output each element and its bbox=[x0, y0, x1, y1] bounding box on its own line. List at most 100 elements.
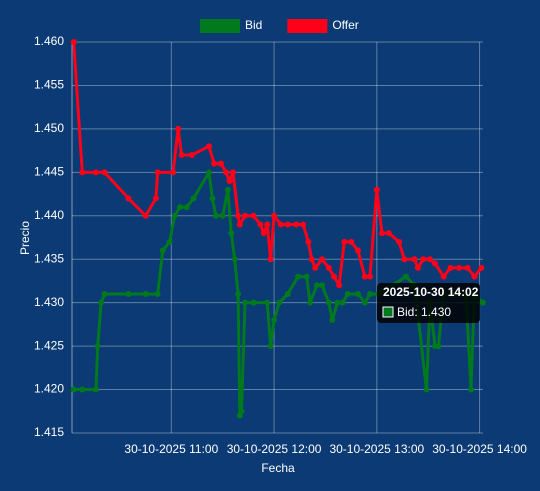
point bbox=[305, 238, 312, 245]
point bbox=[183, 204, 190, 211]
point bbox=[166, 238, 173, 245]
point bbox=[92, 386, 99, 393]
point bbox=[98, 299, 105, 306]
point bbox=[219, 212, 226, 219]
y-tick-label: 1.460 bbox=[34, 34, 64, 48]
point bbox=[348, 238, 355, 245]
point bbox=[271, 317, 278, 324]
point bbox=[271, 212, 278, 219]
point bbox=[235, 290, 242, 297]
point bbox=[142, 290, 149, 297]
tooltip-swatch bbox=[382, 306, 394, 318]
point bbox=[303, 273, 310, 280]
point bbox=[241, 299, 248, 306]
x-tick-label: 30-10-2025 12:00 bbox=[227, 442, 322, 456]
point bbox=[411, 256, 418, 263]
y-tick-label: 1.440 bbox=[34, 208, 64, 222]
point bbox=[142, 212, 149, 219]
point bbox=[79, 169, 86, 176]
point bbox=[188, 151, 195, 158]
point bbox=[331, 273, 338, 280]
point bbox=[354, 290, 361, 297]
point bbox=[267, 343, 274, 350]
point bbox=[101, 290, 108, 297]
point bbox=[344, 290, 351, 297]
point bbox=[264, 221, 271, 228]
point bbox=[79, 386, 86, 393]
x-axis-title: Fecha bbox=[261, 461, 295, 475]
y-tick-label: 1.445 bbox=[34, 165, 64, 179]
point bbox=[226, 178, 233, 185]
point bbox=[325, 299, 332, 306]
point bbox=[420, 256, 427, 263]
point bbox=[206, 143, 212, 150]
point bbox=[339, 299, 346, 306]
point bbox=[154, 169, 161, 176]
point bbox=[464, 264, 471, 271]
point bbox=[341, 238, 348, 245]
x-tick-label: 30-10-2025 11:00 bbox=[124, 442, 218, 456]
point bbox=[300, 221, 307, 228]
point bbox=[366, 290, 373, 297]
point bbox=[480, 299, 486, 306]
point bbox=[312, 264, 319, 271]
point bbox=[361, 299, 368, 306]
point bbox=[231, 256, 238, 263]
point bbox=[284, 221, 291, 228]
point bbox=[229, 169, 236, 176]
point bbox=[423, 386, 430, 393]
point bbox=[224, 186, 231, 193]
tooltip-label: Bid: 1.430 bbox=[397, 305, 451, 319]
point bbox=[295, 273, 302, 280]
point bbox=[385, 230, 392, 237]
point bbox=[250, 212, 257, 219]
legend-swatch bbox=[287, 19, 328, 33]
point bbox=[125, 290, 132, 297]
y-axis-title: Precio bbox=[18, 221, 32, 255]
point bbox=[401, 256, 408, 263]
point bbox=[414, 264, 421, 271]
x-tick-label: 30-10-2025 13:00 bbox=[329, 442, 424, 456]
point bbox=[260, 230, 267, 237]
point bbox=[159, 247, 166, 254]
point bbox=[319, 256, 326, 263]
legend-swatch bbox=[200, 19, 240, 33]
point bbox=[329, 317, 336, 324]
y-tick-label: 1.415 bbox=[34, 425, 64, 439]
point bbox=[276, 299, 283, 306]
point bbox=[426, 256, 433, 263]
point bbox=[101, 169, 108, 176]
point bbox=[175, 125, 182, 132]
y-tick-label: 1.420 bbox=[34, 382, 64, 396]
point bbox=[190, 195, 197, 202]
point bbox=[468, 386, 475, 393]
point bbox=[228, 230, 235, 237]
point bbox=[447, 264, 454, 271]
y-tick-label: 1.450 bbox=[34, 121, 64, 135]
point bbox=[402, 273, 409, 280]
point bbox=[170, 169, 177, 176]
point bbox=[171, 212, 178, 219]
point bbox=[70, 386, 77, 393]
point bbox=[267, 256, 274, 263]
point bbox=[325, 264, 332, 271]
point bbox=[238, 408, 245, 415]
point bbox=[308, 256, 315, 263]
point bbox=[319, 282, 326, 289]
tooltip-title: 2025-10-30 14:02 bbox=[383, 285, 479, 299]
y-tick-label: 1.425 bbox=[34, 338, 64, 352]
point bbox=[456, 264, 463, 271]
point bbox=[257, 221, 264, 228]
point bbox=[217, 160, 224, 167]
tooltip-box bbox=[377, 283, 480, 323]
point bbox=[313, 282, 320, 289]
point bbox=[212, 212, 219, 219]
point bbox=[125, 195, 132, 202]
point bbox=[178, 151, 185, 158]
point bbox=[94, 343, 101, 350]
point bbox=[250, 299, 257, 306]
y-tick-label: 1.430 bbox=[34, 295, 64, 309]
point bbox=[176, 204, 183, 211]
point bbox=[92, 169, 99, 176]
